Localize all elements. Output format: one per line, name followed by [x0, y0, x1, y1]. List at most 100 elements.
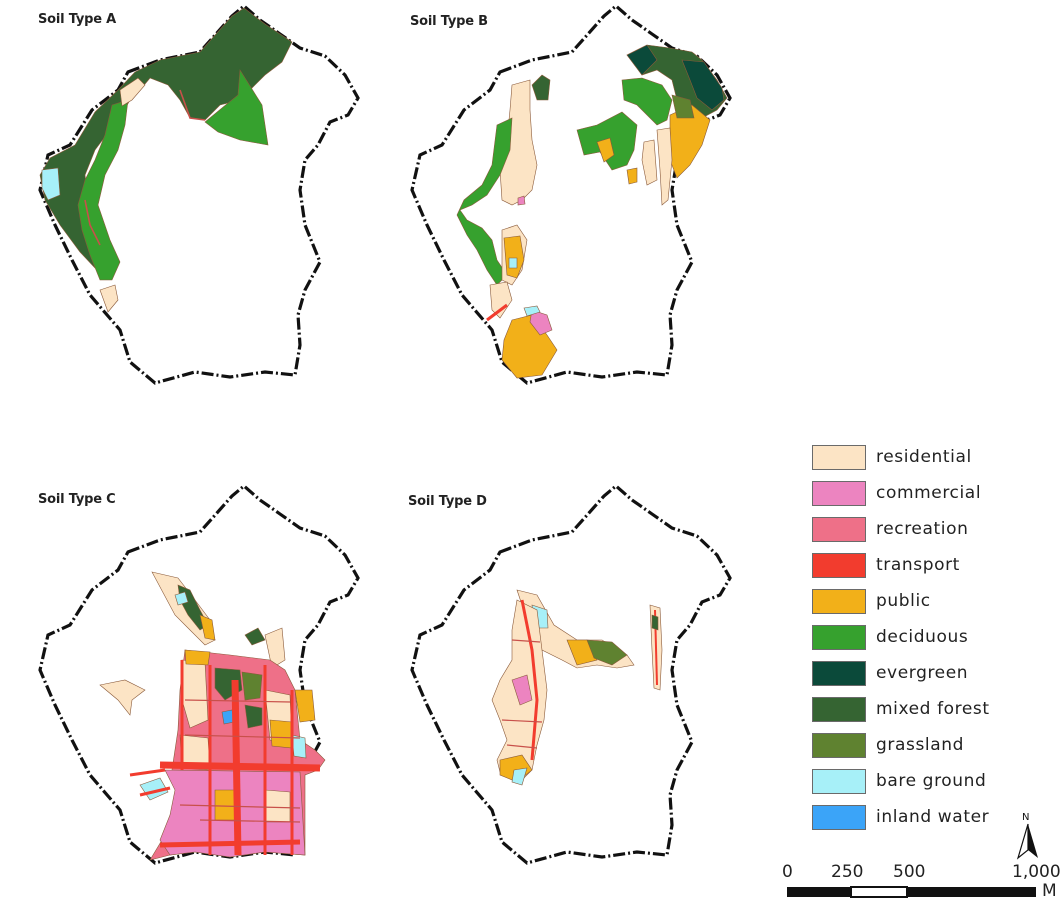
- legend-label: commercial: [876, 483, 982, 503]
- legend-swatch: [812, 769, 866, 794]
- legend-label: mixed forest: [876, 699, 990, 719]
- legend-label: bare ground: [876, 771, 987, 791]
- legend-item-evergreen: evergreen: [812, 659, 1012, 687]
- legend-label: deciduous: [876, 627, 969, 647]
- north-label: N: [1022, 812, 1030, 823]
- transport-road: [159, 839, 301, 848]
- mixed-forest-patch: [531, 74, 551, 101]
- deciduous-patch: [621, 77, 673, 126]
- legend-label: transport: [876, 555, 960, 575]
- residential-patch: [264, 627, 286, 669]
- bare-ground-patch: [174, 591, 189, 606]
- mixed-forest-patch: [244, 704, 263, 729]
- legend-item-grassland: grassland: [812, 731, 1012, 759]
- residential-patch: [641, 139, 658, 186]
- legend-swatch: [812, 553, 866, 578]
- legend-label: grassland: [876, 735, 965, 755]
- map-panel-c: [38, 484, 360, 865]
- evergreen-patch: [626, 44, 658, 76]
- deciduous-patch: [204, 69, 269, 146]
- bare-ground-patch: [511, 767, 528, 786]
- legend-swatch: [812, 481, 866, 506]
- mixed-forest-patch: [39, 7, 293, 269]
- map-panel-d: [410, 484, 732, 865]
- transport-road: [231, 679, 242, 856]
- public-patch: [184, 649, 211, 666]
- residential-patch: [489, 281, 513, 319]
- transport-road: [501, 639, 543, 749]
- legend-label: inland water: [876, 807, 990, 827]
- map-panel-b: [410, 4, 732, 385]
- legend-item-transport: transport: [812, 551, 1012, 579]
- scale-bar: [787, 886, 1036, 898]
- legend-item-deciduous: deciduous: [812, 623, 1012, 651]
- grassland-patch: [671, 94, 695, 119]
- panel-title-a: Soil Type A: [38, 12, 117, 27]
- legend-swatch: [812, 661, 866, 686]
- legend-swatch: [812, 445, 866, 470]
- legend-swatch: [812, 589, 866, 614]
- grassland-patch: [241, 671, 263, 701]
- transport-road: [180, 660, 294, 855]
- scale-bar-segment: [907, 887, 1036, 897]
- legend-label: recreation: [876, 519, 969, 539]
- grassland-patch: [586, 639, 628, 666]
- map-panel-a: [38, 4, 360, 385]
- transport-road: [520, 599, 539, 761]
- legend-item-public: public: [812, 587, 1012, 615]
- deciduous-strip: [77, 99, 129, 281]
- public-patch: [199, 614, 216, 641]
- panel-title-c: Soil Type C: [38, 492, 116, 507]
- legend-label: residential: [876, 447, 972, 467]
- mixed-forest-patch: [651, 614, 659, 631]
- scale-tick-250: 250: [831, 862, 864, 882]
- residential-patch: [119, 77, 146, 107]
- public-patch: [626, 167, 638, 185]
- north-arrow-icon: [1016, 823, 1038, 860]
- legend-item-recreation: recreation: [812, 515, 1012, 543]
- transport-road: [84, 89, 206, 246]
- legend-swatch: [812, 697, 866, 722]
- transport-road: [179, 699, 301, 823]
- residential-patch: [264, 789, 291, 823]
- legend-label: evergreen: [876, 663, 969, 683]
- commercial-patch: [511, 674, 533, 706]
- residential-patch: [656, 127, 673, 206]
- study-area-boundary-d: [410, 484, 732, 865]
- scale-bar-segment: [850, 886, 908, 898]
- bare-ground-patch: [508, 257, 518, 269]
- public-patch: [596, 137, 615, 163]
- legend-item-inland-water: inland water: [812, 803, 1012, 831]
- bare-ground-patch: [41, 167, 61, 201]
- panel-title-b: Soil Type B: [410, 14, 488, 29]
- public-patch: [294, 689, 316, 723]
- deciduous-patch: [456, 117, 513, 286]
- legend-swatch: [812, 517, 866, 542]
- public-patch: [269, 719, 293, 749]
- legend-swatch: [812, 805, 866, 830]
- mixed-forest-patch: [244, 627, 266, 646]
- north-arrow: N: [1014, 812, 1042, 862]
- legend-item-mixed-forest: mixed forest: [812, 695, 1012, 723]
- scale-unit: M: [1042, 881, 1057, 901]
- commercial-patch: [517, 195, 526, 206]
- legend-item-bare-ground: bare ground: [812, 767, 1012, 795]
- residential-patch: [99, 679, 146, 716]
- legend-item-commercial: commercial: [812, 479, 1012, 507]
- scale-tick-1000: 1,000: [1012, 862, 1061, 882]
- legend-item-residential: residential: [812, 443, 1012, 471]
- legend-label: public: [876, 591, 931, 611]
- scale-tick-500: 500: [893, 862, 926, 882]
- residential-patch: [99, 284, 119, 313]
- scale-tick-0: 0: [782, 862, 793, 882]
- panel-title-d: Soil Type D: [408, 494, 487, 509]
- scale-bar-segment: [787, 887, 851, 897]
- legend-swatch: [812, 733, 866, 758]
- bare-ground-patch: [523, 305, 541, 317]
- legend-swatch: [812, 625, 866, 650]
- transport-road: [486, 303, 508, 322]
- commercial-patch: [529, 309, 553, 336]
- transport-road: [129, 768, 171, 797]
- evergreen-patch: [681, 59, 725, 111]
